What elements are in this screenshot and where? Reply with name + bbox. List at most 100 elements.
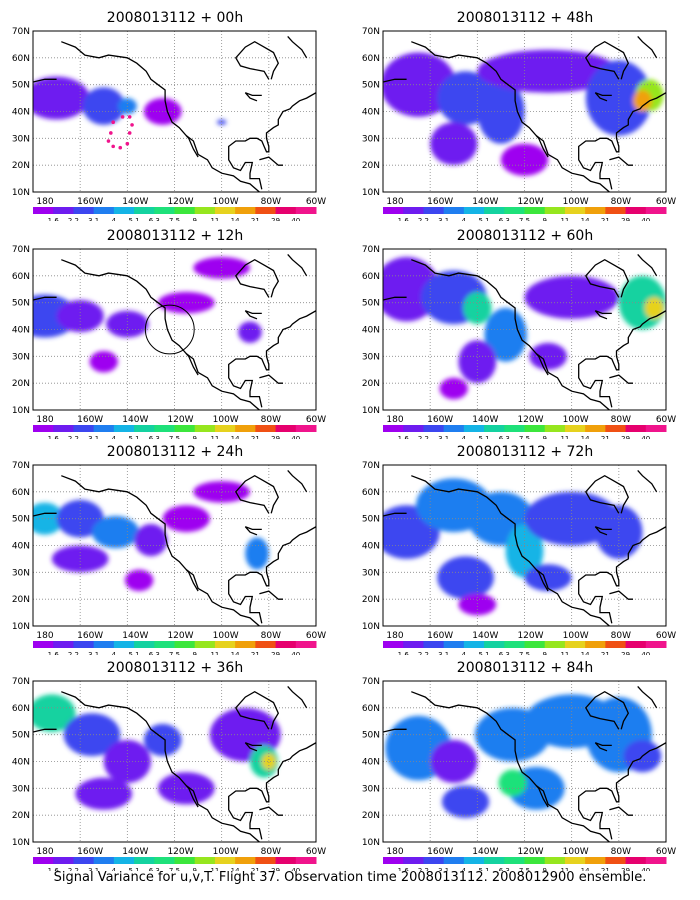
variance-contour — [585, 60, 652, 136]
legend-label: 21 — [601, 651, 610, 655]
variance-contour — [75, 777, 133, 810]
legend-swatch — [645, 641, 667, 648]
legend-swatch — [174, 207, 196, 214]
legend-swatch — [73, 425, 95, 432]
coastline — [578, 310, 666, 408]
legend-swatch — [33, 857, 54, 864]
variance-contour — [91, 515, 140, 549]
panel-title: 2008013112 + 12h — [106, 228, 244, 244]
target-circle — [144, 304, 195, 355]
variance-contour — [134, 524, 168, 557]
legend-swatch — [255, 641, 277, 648]
legend-label: 5.1 — [129, 217, 140, 221]
legend-label: 11 — [210, 867, 219, 871]
legend-swatch — [93, 857, 115, 864]
lon-tick-label: 140W — [472, 847, 498, 857]
legend-label: 21 — [251, 651, 260, 655]
lon-tick-label: 180 — [386, 415, 403, 425]
lon-tick-label: 160W — [427, 197, 453, 207]
coastline — [578, 742, 666, 840]
legend-label: 3.1 — [438, 217, 449, 221]
legend-label: 1.6 — [398, 651, 410, 655]
legend-swatch — [504, 425, 525, 432]
legend-swatch — [585, 857, 606, 864]
panel-title: 2008013112 + 60h — [456, 228, 594, 244]
legend-label: 9 — [542, 435, 546, 439]
lon-tick-label: 100W — [563, 415, 589, 425]
legend-label: 11 — [560, 651, 569, 655]
lat-tick-label: 40N — [12, 542, 30, 552]
variance-contour — [238, 321, 262, 343]
lat-tick-label: 10N — [12, 406, 30, 416]
lon-tick-label: 180 — [36, 197, 53, 207]
panel-title: 2008013112 + 36h — [106, 660, 244, 676]
legend-label: 40 — [291, 651, 300, 655]
lat-tick-label: 70N — [12, 27, 30, 37]
variance-map: 70N 60N 50N 40N 30N 20N 10N 180 160W 140W 120W 100W… — [362, 677, 676, 871]
coastline — [609, 156, 633, 166]
variance-contour — [33, 694, 76, 732]
legend-label: 40 — [641, 217, 650, 221]
lat-tick-label: 50N — [362, 515, 380, 525]
flight-track-dot — [106, 139, 111, 143]
legend-label: 4 — [462, 435, 467, 439]
lon-tick-label: 120W — [517, 415, 543, 425]
panel-title: 2008013112 + 72h — [456, 444, 594, 460]
lon-tick-label: 140W — [122, 197, 148, 207]
variance-map: 70N 60N 50N 40N 30N 20N 10N 180 160W 140W 120W 100W… — [12, 27, 326, 221]
coastline — [585, 258, 630, 298]
coastline — [585, 690, 630, 730]
flight-track-dot — [109, 131, 113, 135]
lat-tick-label: 50N — [12, 731, 30, 741]
variance-contour — [644, 297, 664, 319]
lon-tick-label: 120W — [167, 197, 193, 207]
legend-swatch — [625, 425, 647, 432]
legend-label: 3.1 — [88, 651, 99, 655]
coastline — [535, 353, 549, 376]
lon-tick-label: 100W — [563, 631, 589, 641]
lon-tick-label: 180 — [386, 197, 403, 207]
legend-label: 14 — [231, 651, 240, 655]
legend-swatch — [423, 641, 445, 648]
lat-tick-label: 70N — [362, 677, 380, 687]
legend-label: 5.1 — [479, 867, 490, 871]
coastline — [259, 590, 283, 600]
legend-swatch — [524, 857, 546, 864]
lat-tick-label: 70N — [12, 677, 30, 687]
coastline — [637, 685, 658, 709]
coastline — [244, 526, 262, 536]
coastline — [609, 374, 633, 384]
legend-label: 29 — [271, 651, 280, 655]
legend-swatch — [113, 641, 135, 648]
legend-label: 40 — [641, 651, 650, 655]
legend-label: 7.5 — [169, 217, 180, 221]
legend-label: 7.5 — [169, 651, 180, 655]
legend-swatch — [524, 425, 546, 432]
variance-map: 70N 60N 50N 40N 30N 20N 10N 180 160W 140W 120W 100W… — [362, 245, 676, 439]
legend-swatch — [423, 425, 445, 432]
lon-tick-label: 140W — [122, 415, 148, 425]
lat-tick-label: 40N — [362, 326, 380, 336]
variance-contour — [103, 740, 151, 783]
lon-tick-label: 80W — [611, 631, 631, 641]
lat-tick-label: 60N — [12, 704, 30, 714]
lon-tick-label: 80W — [261, 415, 281, 425]
legend-label: 6.3 — [149, 435, 160, 439]
legend-label: 9 — [192, 651, 196, 655]
lat-tick-label: 70N — [362, 461, 380, 471]
lon-tick-label: 60W — [656, 197, 676, 207]
variance-contour — [245, 537, 269, 570]
coastline — [235, 40, 280, 80]
lat-tick-label: 30N — [362, 568, 380, 578]
coastline — [235, 474, 280, 514]
lon-tick-label: 120W — [517, 631, 543, 641]
legend-label: 7.5 — [169, 435, 180, 439]
flight-track-dot — [111, 120, 115, 125]
legend-label: 5.1 — [479, 651, 490, 655]
legend-swatch — [585, 207, 606, 214]
lon-tick-label: 60W — [656, 415, 676, 425]
coastline — [228, 92, 316, 190]
legend-label: 7.5 — [519, 651, 530, 655]
variance-contour — [124, 569, 154, 592]
lon-tick-label: 140W — [472, 415, 498, 425]
